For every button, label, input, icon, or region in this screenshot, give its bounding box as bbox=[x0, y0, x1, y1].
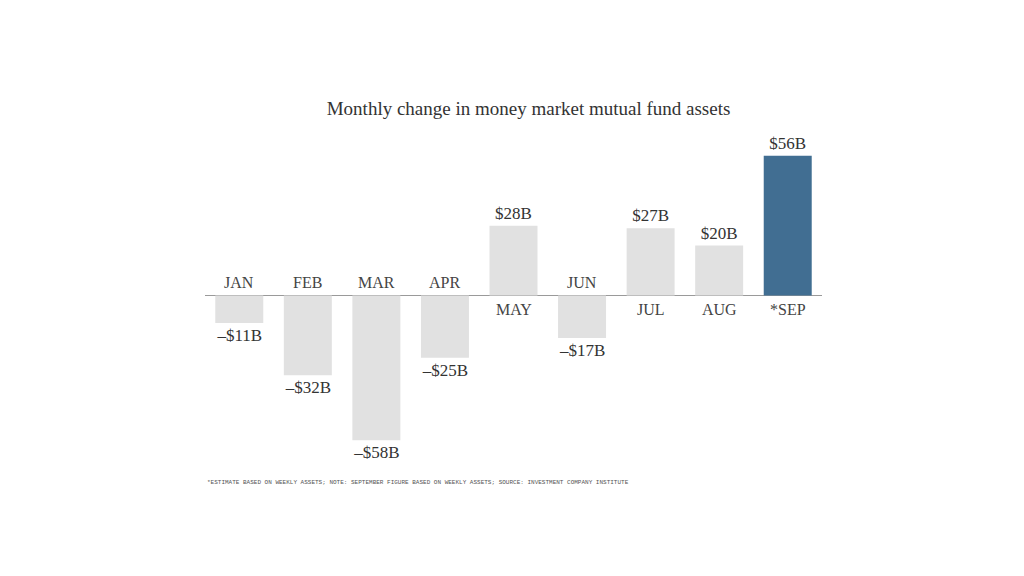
svg-text:MAY: MAY bbox=[496, 301, 532, 318]
svg-text:$20B: $20B bbox=[701, 224, 738, 243]
svg-text:MAR: MAR bbox=[358, 274, 395, 291]
svg-text:$28B: $28B bbox=[495, 204, 532, 223]
svg-text:FEB: FEB bbox=[293, 274, 322, 291]
svg-text:*ESTIMATE BASED ON WEEKLY ASSE: *ESTIMATE BASED ON WEEKLY ASSETS; NOTE: … bbox=[207, 479, 629, 486]
svg-text:–$58B: –$58B bbox=[353, 443, 399, 462]
svg-text:*SEP: *SEP bbox=[770, 301, 806, 318]
svg-text:JUL: JUL bbox=[637, 301, 665, 318]
svg-text:Monthly change in money market: Monthly change in money market mutual fu… bbox=[327, 98, 731, 119]
svg-text:–$25B: –$25B bbox=[422, 361, 468, 380]
svg-text:–$17B: –$17B bbox=[559, 341, 605, 360]
svg-text:JAN: JAN bbox=[224, 274, 254, 291]
svg-text:$27B: $27B bbox=[632, 206, 669, 225]
svg-text:–$32B: –$32B bbox=[285, 378, 331, 397]
svg-text:APR: APR bbox=[429, 274, 460, 291]
svg-text:–$11B: –$11B bbox=[216, 326, 262, 345]
svg-text:$56B: $56B bbox=[769, 134, 806, 153]
svg-text:AUG: AUG bbox=[702, 301, 737, 318]
svg-text:JUN: JUN bbox=[567, 274, 597, 291]
